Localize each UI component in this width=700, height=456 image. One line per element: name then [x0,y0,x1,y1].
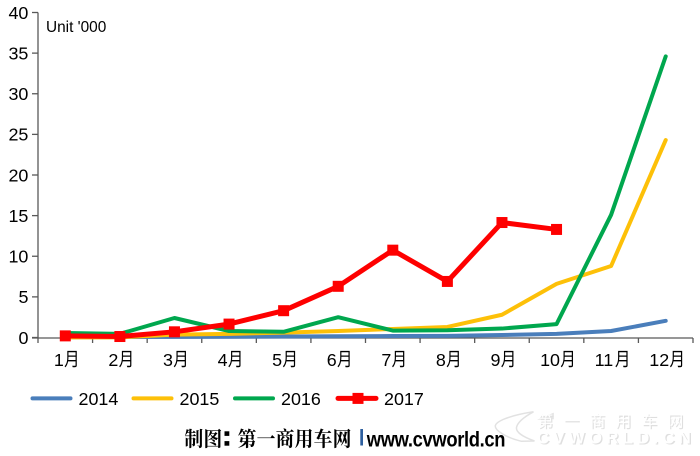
svg-text:2015: 2015 [180,389,220,409]
svg-text:11: 11 [595,350,614,370]
svg-text:3: 3 [163,350,173,370]
svg-text:2: 2 [108,350,118,370]
svg-text:35: 35 [8,43,28,63]
svg-text:1: 1 [54,350,64,370]
svg-text:5: 5 [18,287,28,307]
svg-text:30: 30 [8,84,28,104]
svg-text:9: 9 [490,350,500,370]
svg-text:6: 6 [327,350,337,370]
svg-text:10: 10 [8,247,28,267]
svg-text:Unit '000: Unit '000 [46,19,106,36]
svg-text:2017: 2017 [384,389,424,409]
svg-text:12: 12 [649,350,669,370]
svg-text:20: 20 [8,165,28,185]
svg-text:25: 25 [8,125,28,145]
svg-text:8: 8 [436,350,446,370]
svg-text:40: 40 [8,3,28,23]
svg-text:0: 0 [18,328,28,348]
svg-text:4: 4 [218,350,228,370]
svg-text:2016: 2016 [281,389,321,409]
svg-text:5: 5 [272,350,282,370]
svg-text:CVWORLD.CN: CVWORLD.CN [537,428,695,447]
svg-text:7: 7 [381,350,391,370]
svg-text:10: 10 [540,350,560,370]
svg-text:www.cvworld.cn: www.cvworld.cn [366,428,505,451]
svg-text:CVWORLD.CN: CVWORLD.CN [538,430,696,449]
svg-text:2014: 2014 [79,389,119,409]
svg-text:15: 15 [8,206,28,226]
